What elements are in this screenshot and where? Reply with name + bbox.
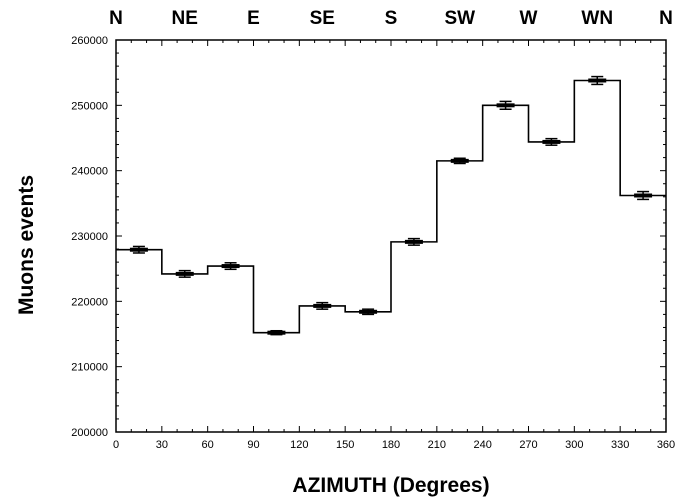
compass-direction-label: SW [444,8,475,29]
y-tick-label: 240000 [71,166,108,178]
data-marker [359,309,378,314]
x-tick-label: 180 [382,439,400,451]
data-marker [175,271,194,276]
series-layer [116,75,666,336]
x-tick-label: 240 [473,439,491,451]
compass-direction-label: NE [172,8,198,29]
data-point [267,329,286,336]
y-tick-label: 200000 [71,427,108,439]
data-marker [588,78,607,83]
data-marker [313,303,332,308]
data-marker [634,193,653,198]
data-point [313,301,332,310]
data-marker [496,103,515,108]
compass-direction-label: S [385,8,398,29]
x-tick-label: 120 [290,439,308,451]
data-point [542,137,561,146]
data-point [359,308,378,316]
compass-direction-label: N [659,8,673,29]
y-tick-label: 210000 [71,362,108,374]
data-point [588,75,607,86]
data-marker [221,264,240,269]
plot-frame-layer [115,39,667,433]
x-tick-label: 0 [113,439,119,451]
compass-direction-label: SE [310,8,335,29]
x-tick-label: 330 [611,439,629,451]
labels-layer: 0 30 60 90 120 150 180 210 240 270 300 330 360 200000… [71,8,675,451]
plot-frame [115,39,667,433]
data-point [129,245,148,254]
data-marker [450,158,469,163]
y-tick-label: 250000 [71,100,108,112]
compass-direction-label: W [520,8,538,29]
data-marker [404,239,423,244]
data-marker [542,139,561,144]
x-tick-label: 30 [156,439,168,451]
step-line [116,79,666,334]
y-tick-label: 260000 [71,35,108,47]
data-point [496,100,515,111]
y-tick-label: 230000 [71,231,108,243]
data-point [450,157,469,165]
compass-direction-label: N [109,8,123,29]
y-tick-label: 220000 [71,296,108,308]
data-marker [267,330,286,335]
y-axis-title: Muons events [15,175,38,315]
x-tick-label: 210 [428,439,446,451]
compass-direction-label: E [247,8,260,29]
data-marker [129,247,148,252]
x-axis-title: AZIMUTH (Degrees) [292,474,489,497]
data-point [404,237,423,246]
data-point [175,269,194,278]
data-point [634,190,653,201]
data-point [221,262,240,271]
ticks-layer [115,39,667,433]
x-tick-label: 300 [565,439,583,451]
x-tick-label: 60 [202,439,214,451]
x-tick-label: 150 [336,439,354,451]
x-tick-label: 90 [247,439,259,451]
x-tick-label: 270 [519,439,537,451]
compass-direction-label: WN [581,8,613,29]
x-tick-label: 360 [657,439,675,451]
